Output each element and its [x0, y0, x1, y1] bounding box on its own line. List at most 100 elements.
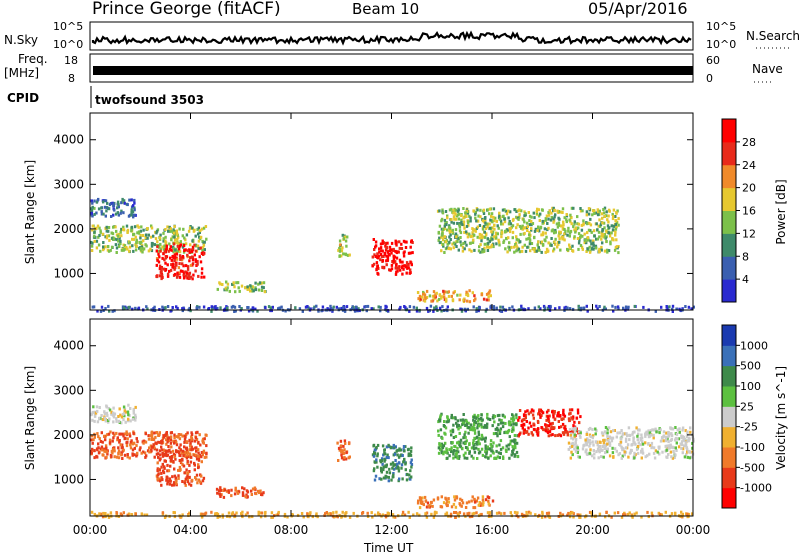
- range-cell: [194, 446, 197, 450]
- range-cell: [625, 432, 628, 436]
- range-cell: [93, 212, 96, 216]
- range-cell: [118, 432, 121, 436]
- range-cell: [407, 452, 410, 456]
- range-cell: [563, 232, 566, 236]
- range-cell: [147, 434, 150, 438]
- range-cell: [174, 248, 177, 252]
- range-cell: [109, 511, 113, 515]
- range-cell: [540, 250, 543, 254]
- range-cell: [530, 215, 533, 219]
- range-cell: [134, 405, 137, 409]
- range-cell: [344, 239, 348, 243]
- colorbar-segment: [722, 279, 736, 303]
- range-cell: [498, 243, 501, 247]
- range-cell: [620, 515, 624, 519]
- range-cell: [167, 229, 170, 233]
- range-cell: [176, 306, 179, 310]
- range-cell: [481, 418, 484, 422]
- range-cell: [130, 439, 133, 443]
- range-cell: [196, 430, 199, 434]
- range-cell: [241, 493, 245, 497]
- range-cell: [199, 443, 202, 447]
- range-cell: [441, 305, 444, 309]
- range-cell: [469, 219, 472, 223]
- range-cell: [106, 452, 109, 456]
- range-cell: [109, 430, 112, 434]
- range-cell: [157, 440, 160, 444]
- range-cell: [120, 227, 123, 231]
- range-cell: [95, 200, 99, 204]
- range-cell: [528, 242, 532, 246]
- range-cell: [163, 244, 166, 248]
- range-cell: [230, 305, 234, 309]
- range-cell: [606, 224, 610, 228]
- range-cell: [462, 220, 466, 224]
- range-cell: [647, 429, 650, 433]
- range-cell: [573, 427, 577, 430]
- colorbar-segment: [722, 487, 736, 509]
- range-cell: [495, 457, 498, 460]
- range-cell: [605, 510, 608, 514]
- range-cell: [446, 214, 449, 218]
- range-cell: [612, 309, 615, 313]
- range-cell: [184, 274, 188, 278]
- range-cell: [596, 228, 599, 232]
- range-cell: [530, 431, 533, 435]
- range-cell: [503, 217, 506, 221]
- range-cell: [592, 243, 595, 247]
- range-cell: [123, 453, 127, 457]
- range-cell: [401, 260, 404, 264]
- range-cell: [162, 471, 166, 475]
- range-cell: [385, 475, 388, 479]
- range-cell: [456, 221, 459, 225]
- range-cell: [124, 420, 127, 424]
- range-cell: [551, 206, 554, 210]
- range-cell: [558, 230, 561, 234]
- range-cell: [169, 227, 172, 231]
- range-cell: [595, 429, 598, 433]
- range-cell: [420, 295, 424, 299]
- range-cell: [132, 215, 135, 219]
- range-cell: [194, 259, 198, 263]
- range-cell: [163, 466, 166, 470]
- range-cell: [170, 263, 173, 267]
- range-cell: [284, 309, 287, 313]
- range-cell: [110, 410, 113, 414]
- range-cell: [131, 237, 134, 241]
- range-cell: [459, 240, 462, 244]
- range-cell: [158, 468, 162, 472]
- range-cell: [115, 455, 119, 459]
- range-cell: [388, 253, 391, 257]
- range-cell: [670, 434, 674, 438]
- range-cell: [410, 463, 414, 466]
- range-cell: [615, 211, 618, 215]
- range-cell: [587, 238, 590, 242]
- range-cell: [662, 435, 665, 439]
- range-cell: [604, 515, 607, 519]
- range-cell: [192, 229, 196, 233]
- range-cell: [122, 225, 125, 229]
- range-cell: [374, 240, 378, 244]
- range-cell: [164, 256, 168, 260]
- range-cell: [397, 479, 400, 483]
- range-cell: [675, 449, 678, 452]
- range-cell: [344, 253, 348, 257]
- range-cell: [173, 474, 177, 478]
- range-cell: [527, 307, 530, 311]
- range-cell: [383, 253, 386, 257]
- range-cell: [565, 218, 568, 222]
- range-cell: [308, 512, 311, 516]
- range-cell: [550, 211, 553, 215]
- range-cell: [519, 240, 522, 244]
- range-cell: [196, 244, 200, 248]
- range-cell: [168, 448, 171, 452]
- range-cell: [103, 205, 107, 209]
- range-cell: [373, 467, 376, 471]
- range-cell: [471, 426, 474, 430]
- range-cell: [168, 242, 171, 246]
- x-tick-label: 08:00: [274, 523, 309, 537]
- range-cell: [395, 270, 398, 274]
- range-cell: [399, 268, 402, 272]
- range-cell: [259, 511, 262, 515]
- range-cell: [263, 290, 267, 294]
